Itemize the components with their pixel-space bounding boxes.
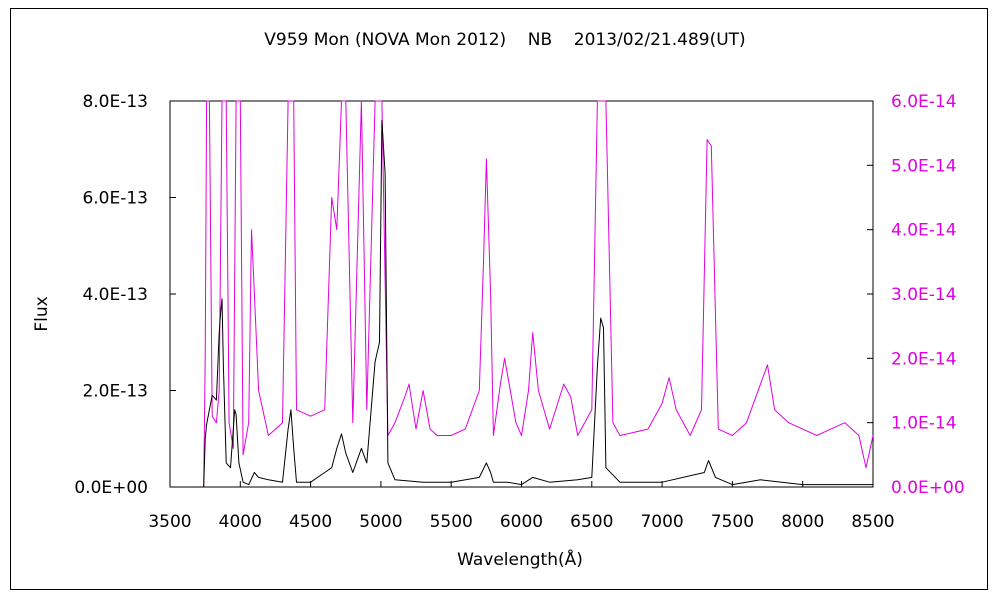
x-tick-label: 8000 xyxy=(781,512,824,532)
series-group xyxy=(203,100,874,488)
chart-frame xyxy=(10,8,988,590)
y-left-tick-label: 2.0E-13 xyxy=(82,382,148,402)
x-tick-label: 5500 xyxy=(430,512,473,532)
y-right-tick-label: 3.0E-14 xyxy=(891,285,957,305)
x-tick-label: 6500 xyxy=(570,512,613,532)
y-left-tick-label: 8.0E-13 xyxy=(82,92,148,112)
y-right-tick-label: 1.0E-14 xyxy=(891,414,957,434)
y-axis-left: 0.0E+00 2.0E-13 4.0E-13 6.0E-13 8.0E-13 xyxy=(74,92,176,498)
y-left-tick-label: 4.0E-13 xyxy=(82,285,148,305)
y-right-tick-label: 2.0E-14 xyxy=(891,349,957,369)
x-tick-label: 5000 xyxy=(359,512,402,532)
x-tick-label: 7000 xyxy=(640,512,683,532)
y-axis-label: Flux xyxy=(32,296,52,331)
chart-title: V959 Mon (NOVA Mon 2012) NB 2013/02/21.4… xyxy=(264,30,745,50)
x-tick-label: 3500 xyxy=(148,512,191,532)
x-tick-label: 4500 xyxy=(289,512,332,532)
y-left-tick-label: 0.0E+00 xyxy=(74,478,148,498)
y-right-tick-label: 5.0E-14 xyxy=(891,156,957,176)
y-right-tick-label: 4.0E-14 xyxy=(891,221,957,241)
series-line-right xyxy=(203,100,874,488)
x-tick-label: 4000 xyxy=(219,512,262,532)
x-tick-label: 7500 xyxy=(711,512,754,532)
y-axis-right: 0.0E+00 1.0E-14 2.0E-14 3.0E-14 4.0E-14 5.0E-… xyxy=(867,92,965,498)
series-line-left xyxy=(203,119,873,488)
y-left-tick-label: 6.0E-13 xyxy=(82,189,148,209)
x-axis-label: Wavelength(Å) xyxy=(457,548,583,570)
x-tick-label: 6000 xyxy=(500,512,543,532)
x-axis: 3500 4000 4500 5000 5500 6000 6500 7000 7500 8000… xyxy=(148,481,895,532)
x-tick-label: 8500 xyxy=(851,512,894,532)
y-right-tick-label: 6.0E-14 xyxy=(891,92,957,112)
y-right-tick-label: 0.0E+00 xyxy=(891,478,965,498)
